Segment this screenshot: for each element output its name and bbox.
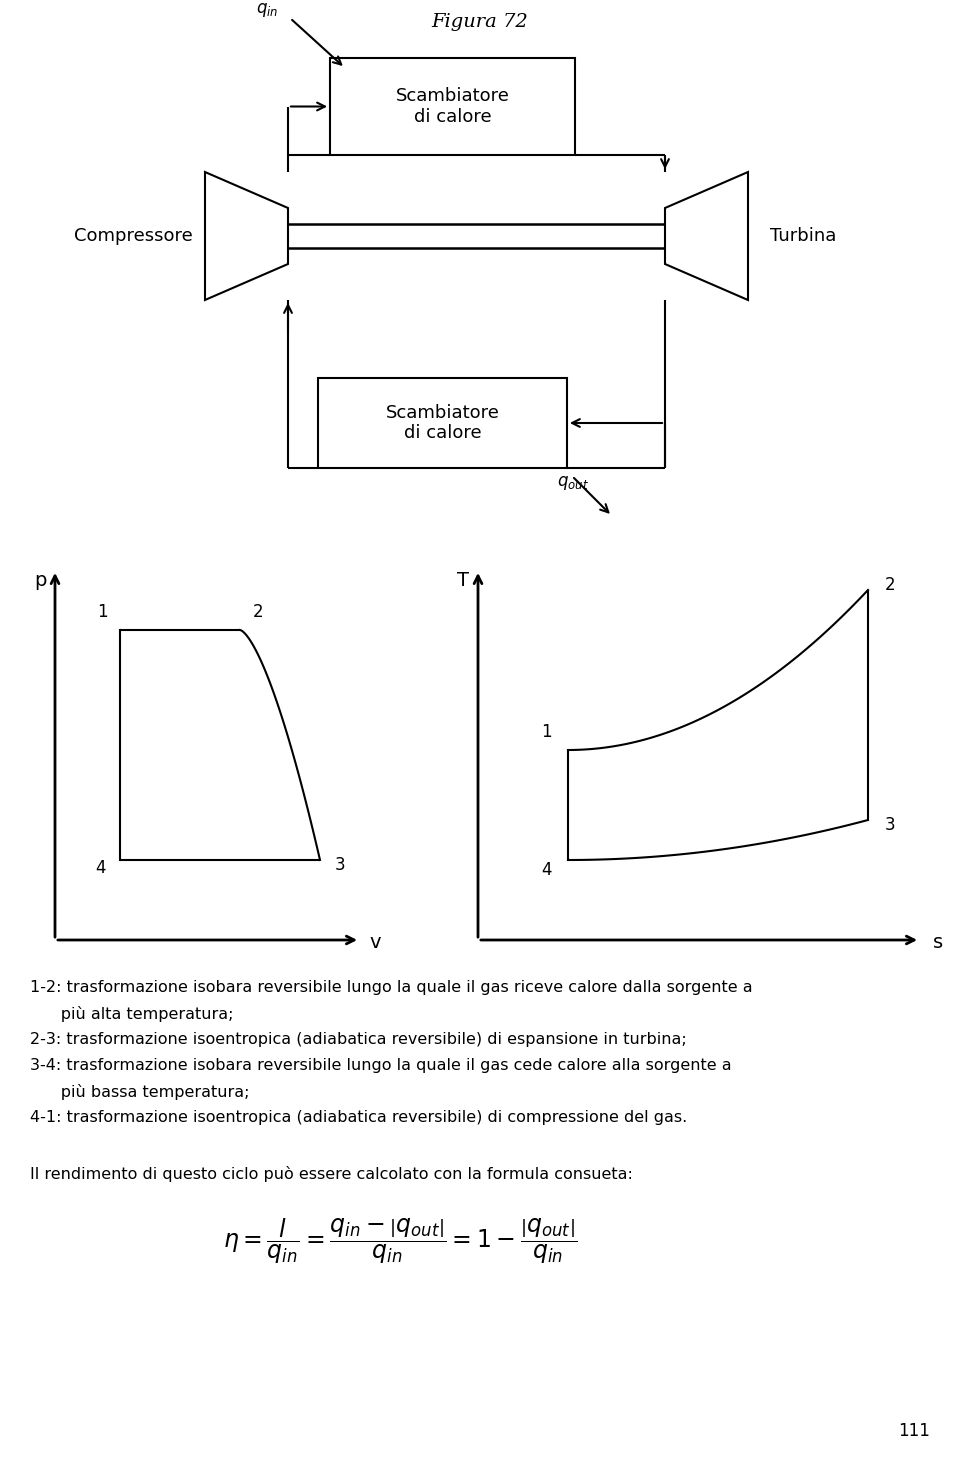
Text: Il rendimento di questo ciclo può essere calcolato con la formula consueta:: Il rendimento di questo ciclo può essere… [30,1166,633,1182]
Text: 4: 4 [540,861,551,879]
Text: più alta temperatura;: più alta temperatura; [30,1005,233,1021]
Text: Figura 72: Figura 72 [432,13,528,31]
Text: T: T [457,571,469,590]
Text: 3-4: trasformazione isobara reversibile lungo la quale il gas cede calore alla s: 3-4: trasformazione isobara reversibile … [30,1058,732,1072]
Text: Turbina: Turbina [770,227,836,245]
Text: 2: 2 [252,603,263,621]
Bar [318,377,567,468]
Text: 1: 1 [97,603,108,621]
Text: 4: 4 [95,860,106,877]
Text: Compressore: Compressore [74,227,192,245]
Text: 4-1: trasformazione isoentropica (adiabatica reversibile) di compressione del ga: 4-1: trasformazione isoentropica (adiaba… [30,1110,687,1125]
Bar [330,58,575,154]
Text: p: p [34,571,46,590]
Text: v: v [370,934,381,953]
Text: più bassa temperatura;: più bassa temperatura; [30,1084,250,1100]
Text: 111: 111 [899,1422,930,1440]
Text: $q_{out}$: $q_{out}$ [557,474,589,492]
Text: 2-3: trasformazione isoentropica (adiabatica reversibile) di espansione in turbi: 2-3: trasformazione isoentropica (adiaba… [30,1032,686,1048]
Text: 2: 2 [885,576,896,594]
Text: Scambiatore
di calore: Scambiatore di calore [386,404,499,443]
Text: $\eta = \dfrac{l}{q_{in}} = \dfrac{q_{in} - \left|q_{out}\right|}{q_{in}} = 1 - : $\eta = \dfrac{l}{q_{in}} = \dfrac{q_{in… [223,1217,577,1266]
Text: 1-2: trasformazione isobara reversibile lungo la quale il gas riceve calore dall: 1-2: trasformazione isobara reversibile … [30,981,753,995]
Text: 3: 3 [335,857,346,874]
Text: $q_{in}$: $q_{in}$ [255,1,278,19]
Text: 3: 3 [885,816,896,833]
Text: 1: 1 [540,723,551,742]
Text: s: s [933,934,943,953]
Text: Scambiatore
di calore: Scambiatore di calore [396,87,510,125]
